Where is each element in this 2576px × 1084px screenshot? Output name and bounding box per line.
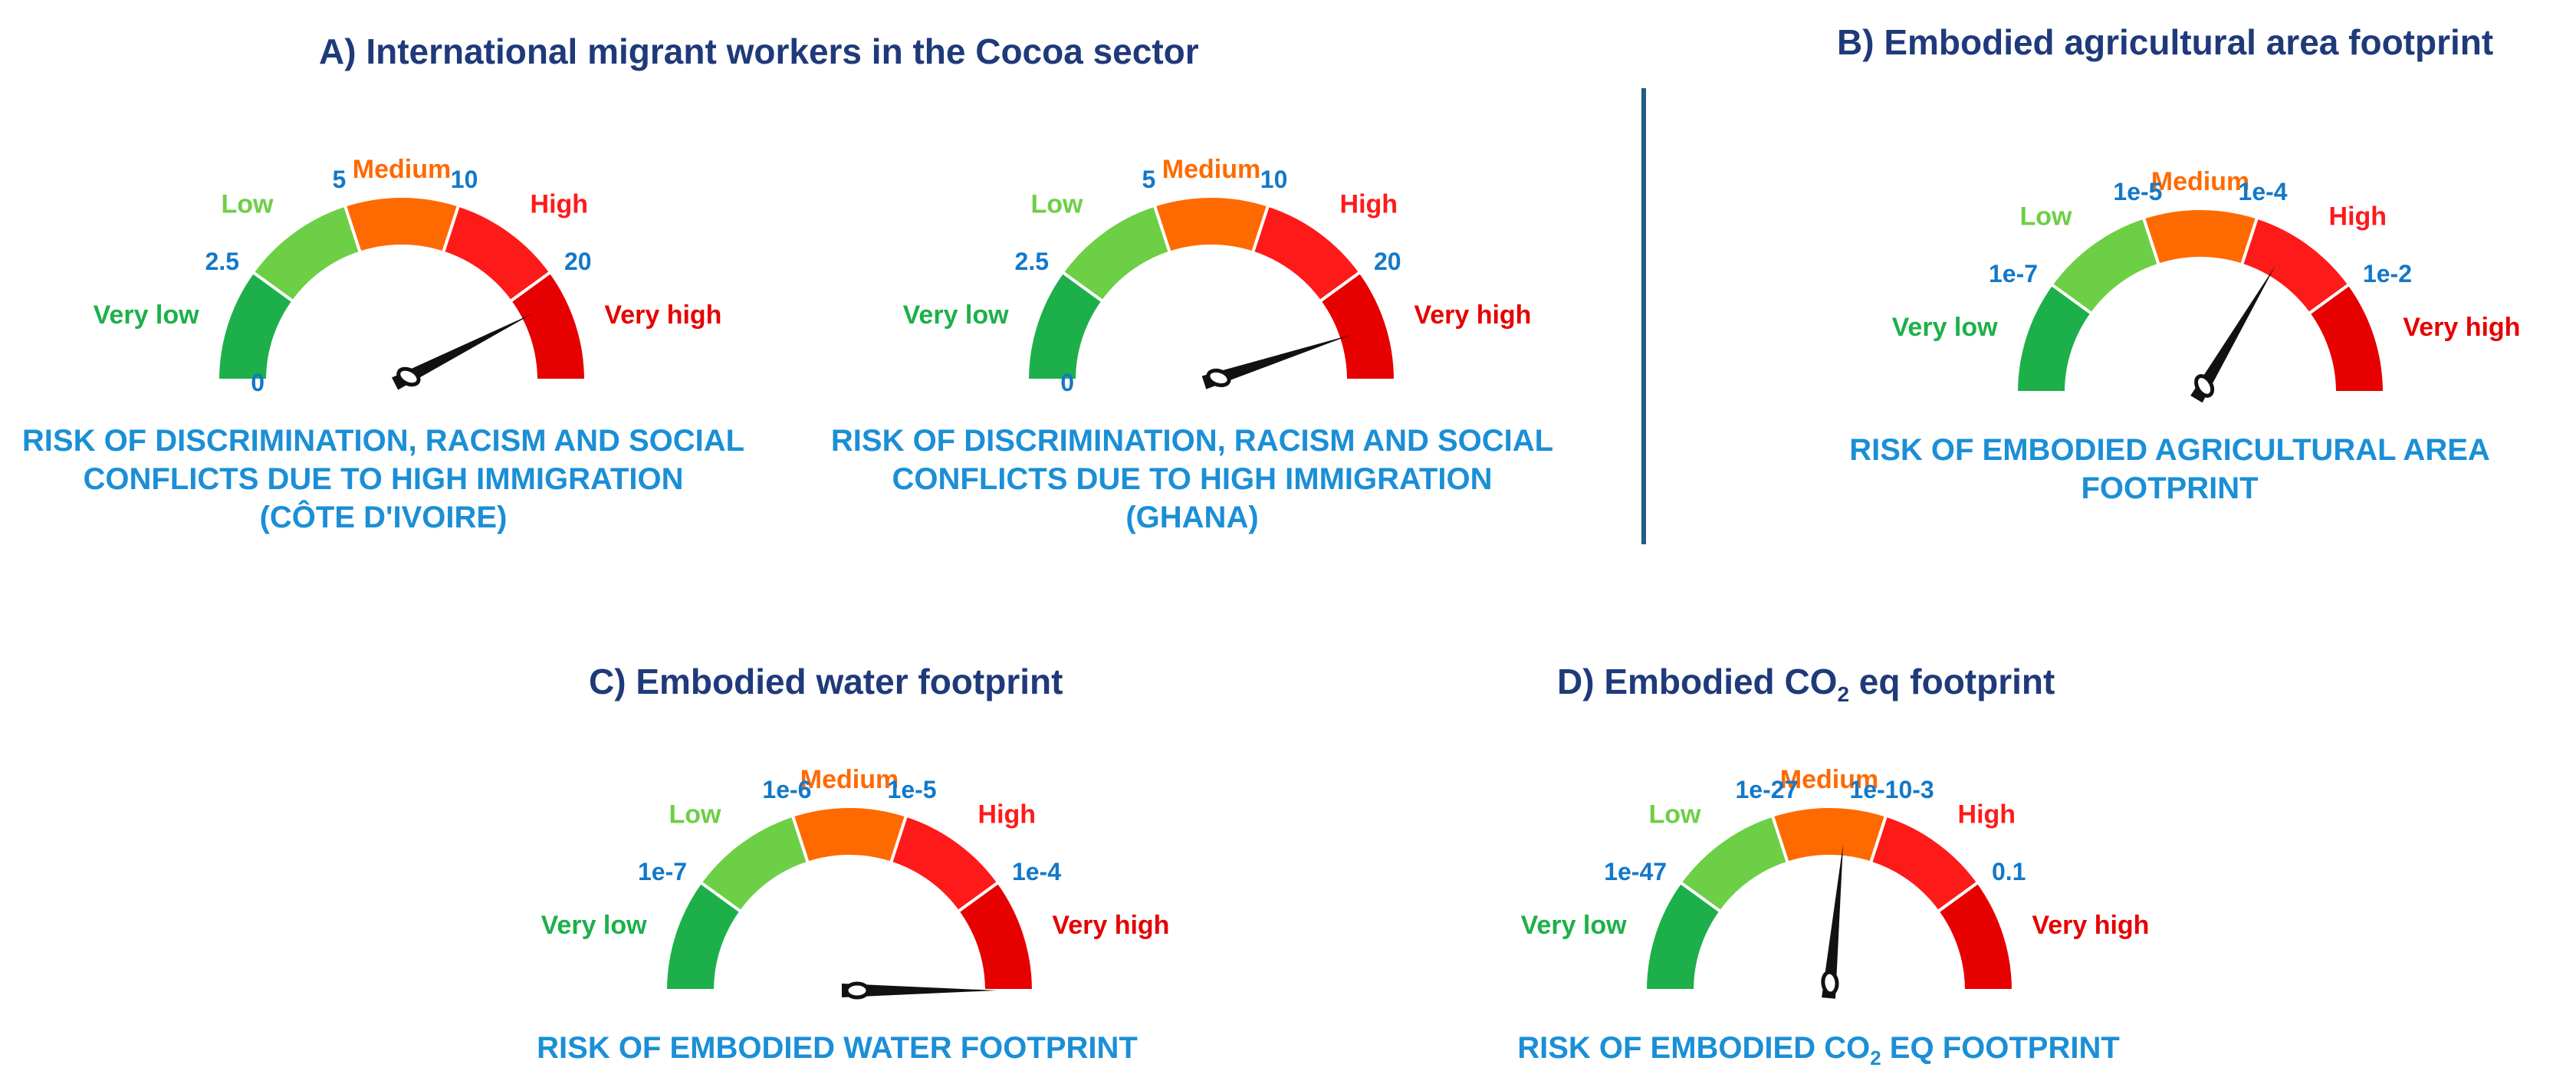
gauge-agri-tick-label-3: 1e-2 [2363, 260, 2412, 287]
gauge-gha-tick-label-1: 2.5 [1015, 248, 1049, 275]
gauge-water-needle [842, 984, 997, 997]
caption-gha: RISK OF DISCRIMINATION, RACISM AND SOCIA… [809, 422, 1576, 537]
gauge-gha-category-label-2: Medium [1162, 155, 1260, 184]
gauge-civ-needle [392, 313, 534, 390]
caption-gha-line-2: CONFLICTS DUE TO HIGH IMMIGRATION [892, 462, 1493, 496]
caption-co2-suffix: EQ FOOTPRINT [1881, 1031, 2120, 1065]
caption-co2: RISK OF EMBODIED CO2 EQ FOOTPRINT [1435, 1029, 2202, 1077]
gauge-gha-needle [1201, 334, 1352, 389]
gauge-agri-category-label-1: Low [2019, 202, 2072, 231]
gauge-co2-category-label-3: High [1958, 800, 2016, 829]
gauge-co2-segment-4 [1935, 880, 2016, 992]
gauge-civ-segment-4 [508, 270, 588, 382]
gauge-civ-tick-label-4: 20 [564, 248, 592, 275]
gauge-water-tick-label-3: 1e-4 [1012, 858, 1061, 885]
gauge-agri-needle-hub [2194, 374, 2215, 398]
gauge-co2-needle [1822, 843, 1844, 999]
gauge-co2-needle-hub [1821, 970, 1839, 996]
gauge-co2-tick-label-2: 1e-10-3 [1849, 776, 1934, 803]
gauge-co2-tick-label-3: 0.1 [1992, 858, 2026, 885]
gauge-agri-tick-label-0: 1e-7 [1989, 260, 2038, 287]
gauge-gha-tick-label-3: 10 [1260, 166, 1288, 193]
caption-agri-line-2: FOOTPRINT [2081, 471, 2259, 505]
caption-civ-line-1: RISK OF DISCRIMINATION, RACISM AND SOCIA… [21, 424, 745, 458]
gauge-civ-segment-2 [343, 195, 461, 255]
gauge-agri-category-label-2: Medium [2151, 167, 2249, 196]
gauge-gha-category-label-0: Very low [903, 301, 1010, 330]
caption-civ-line-3: (CÔTE D'IVOIRE) [259, 501, 508, 534]
gauge-gha-tick-label-2: 5 [1142, 166, 1156, 193]
caption-civ: RISK OF DISCRIMINATION, RACISM AND SOCIA… [0, 422, 767, 537]
gauge-water-category-label-0: Very low [541, 911, 648, 940]
gauge-agri-segment-4 [2306, 282, 2387, 394]
panel-b-title: B) Embodied agricultural area footprint [1837, 22, 2494, 62]
gauge-civ-tick-label-3: 10 [451, 166, 478, 193]
gauge-agri-tick-label-1: 1e-5 [2113, 178, 2162, 205]
gauge-water-tick-label-1: 1e-6 [762, 776, 811, 803]
gauge-gha-tick-label-4: 20 [1374, 248, 1401, 275]
gauge-agri-tick-label-2: 1e-4 [2239, 178, 2288, 205]
gauge-civ-tick-label-1: 2.5 [205, 248, 239, 275]
panel-d-title-prefix: D) Embodied CO [1557, 662, 1838, 701]
gauge-gha-category-label-1: Low [1030, 189, 1083, 218]
panel-divider [1641, 88, 1646, 544]
gauge-agri-category-label-0: Very low [1892, 313, 1999, 342]
panel-c-title: C) Embodied water footprint [589, 662, 1063, 701]
gauge-co2-category-label-4: Very high [2032, 911, 2149, 940]
panel-a-title: A) International migrant workers in the … [319, 31, 1199, 71]
gauge-civ-tick-label-2: 5 [333, 166, 347, 193]
gauge-co2-category-label-0: Very low [1521, 911, 1628, 940]
gauge-co2-segment-2 [1770, 805, 1888, 866]
gauge-water-tick-label-2: 1e-5 [888, 776, 937, 803]
caption-civ-line-2: CONFLICTS DUE TO HIGH IMMIGRATION [83, 462, 684, 496]
gauge-civ-category-label-2: Medium [353, 155, 451, 184]
gauge-agri-segment-2 [2141, 207, 2259, 268]
gauge-water-category-label-3: High [978, 800, 1037, 829]
caption-water-line-1: RISK OF EMBODIED WATER FOOTPRINT [537, 1031, 1138, 1065]
gauge-water-segment-4 [955, 880, 1036, 992]
panel-d-title: D) Embodied CO2 eq footprint [1557, 661, 2055, 707]
caption-agri: RISK OF EMBODIED AGRICULTURAL AREA FOOTP… [1786, 431, 2553, 508]
panel-d-title-subscript: 2 [1837, 682, 1850, 707]
gauge-civ-category-label-3: High [531, 189, 589, 218]
gauge-water-category-label-1: Low [669, 800, 721, 829]
caption-co2-prefix: RISK OF EMBODIED CO [1517, 1031, 1871, 1065]
gauge-water-tick-label-0: 1e-7 [638, 858, 687, 885]
caption-agri-line-1: RISK OF EMBODIED AGRICULTURAL AREA [1849, 433, 2490, 467]
gauge-gha-segment-4 [1317, 270, 1398, 382]
gauge-water-category-label-4: Very high [1052, 911, 1169, 940]
gauge-agri-needle [2190, 265, 2275, 403]
gauge-water-segment-2 [790, 805, 909, 866]
gauge-co2-tick-label-1: 1e-27 [1735, 776, 1798, 803]
gauge-gha-tick-label-0: 0 [1060, 369, 1074, 396]
gauge-gha-needle-hub [1206, 368, 1231, 388]
caption-co2-subscript: 2 [1870, 1046, 1881, 1069]
gauge-gha-category-label-4: Very high [1414, 301, 1531, 330]
gauge-co2-tick-label-0: 1e-47 [1604, 858, 1667, 885]
gauge-gha-category-label-3: High [1340, 189, 1398, 218]
gauge-gha-segment-2 [1152, 195, 1270, 255]
gauge-water-category-label-2: Medium [800, 765, 899, 794]
gauge-civ-needle-hub [396, 366, 421, 387]
caption-gha-line-3: (GHANA) [1125, 501, 1259, 534]
gauge-civ-category-label-1: Low [221, 189, 274, 218]
caption-gha-line-1: RISK OF DISCRIMINATION, RACISM AND SOCIA… [830, 424, 1554, 458]
gauge-co2-category-label-2: Medium [1780, 765, 1878, 794]
gauge-civ-category-label-0: Very low [94, 301, 200, 330]
caption-water: RISK OF EMBODIED WATER FOOTPRINT [454, 1029, 1221, 1067]
gauge-civ-category-label-4: Very high [604, 301, 721, 330]
gauge-agri-category-label-3: High [2329, 202, 2387, 231]
gauge-agri-category-label-4: Very high [2403, 313, 2520, 342]
gauge-civ-tick-label-0: 0 [251, 369, 264, 396]
gauge-co2-category-label-1: Low [1648, 800, 1701, 829]
panel-d-title-suffix: eq footprint [1849, 662, 2055, 701]
gauge-water-needle-hub [844, 981, 870, 1000]
